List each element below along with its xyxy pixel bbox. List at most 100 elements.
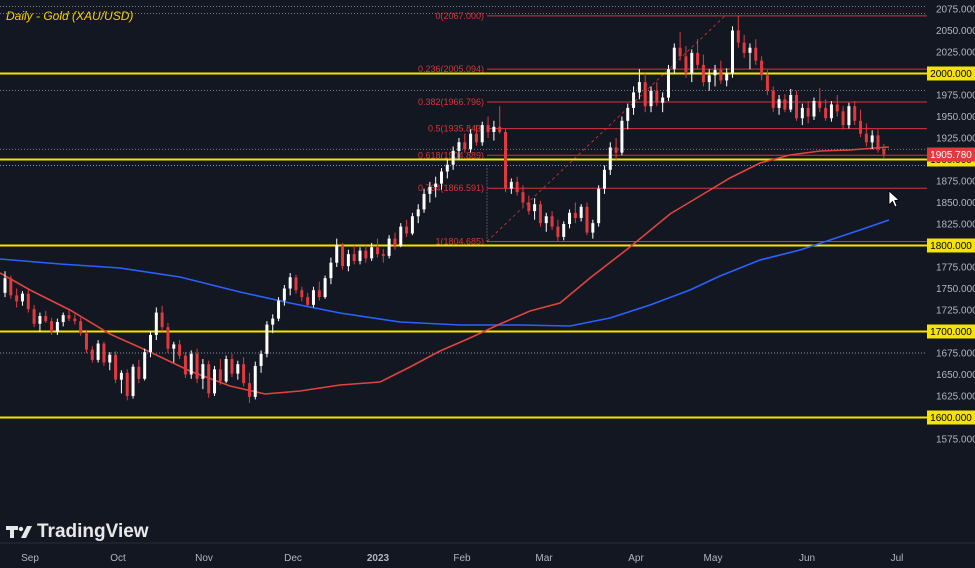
x-axis-tick-label: 2023 xyxy=(367,553,390,564)
candle-body xyxy=(486,125,490,132)
candle-body xyxy=(108,354,112,363)
candle-body xyxy=(9,278,13,296)
candle-body xyxy=(335,245,339,263)
candle-body xyxy=(125,372,129,396)
x-axis-tick-label: Jul xyxy=(891,553,904,564)
candle-body xyxy=(585,206,589,233)
candle-body xyxy=(166,327,170,349)
candle-body xyxy=(73,318,77,322)
candle-body xyxy=(480,125,484,143)
candle-body xyxy=(61,315,65,323)
candle-body xyxy=(323,278,327,298)
candle-body xyxy=(538,204,542,224)
fib-level-label: 1(1804.685) xyxy=(435,236,484,246)
candle-body xyxy=(492,126,496,132)
candle-body xyxy=(137,366,141,379)
candle-body xyxy=(119,372,123,380)
candle-body xyxy=(178,344,182,356)
candle-body xyxy=(207,364,211,394)
candle-body xyxy=(50,321,54,332)
fib-level-label: 0.236(2005.094) xyxy=(418,64,484,74)
candle-body xyxy=(498,126,502,132)
x-axis-tick-label: May xyxy=(704,553,723,564)
candle-body xyxy=(544,216,548,224)
candle-body xyxy=(859,120,863,134)
candle-body xyxy=(79,321,83,334)
key-level-badge-label: 1700.000 xyxy=(930,327,972,338)
candle-body xyxy=(573,212,577,218)
candle-body xyxy=(736,30,740,43)
candle-body xyxy=(812,101,816,117)
candle-body xyxy=(876,135,880,150)
candle-body xyxy=(102,343,106,363)
moving-average-slow-line xyxy=(0,219,890,327)
candle-body xyxy=(713,70,717,76)
x-axis-tick-label: Sep xyxy=(21,553,39,564)
candle-body xyxy=(143,352,147,379)
fib-level-label: 0.5(1935.843) xyxy=(428,124,484,134)
x-axis-tick-label: Dec xyxy=(284,553,302,564)
candle-body xyxy=(352,254,356,261)
candle-body xyxy=(96,343,100,360)
y-axis-tick-label: 1625.000 xyxy=(936,392,975,403)
candle-body xyxy=(649,90,653,107)
candle-body xyxy=(597,188,601,224)
candle-body xyxy=(149,334,152,353)
candle-body xyxy=(748,47,752,53)
candle-body xyxy=(771,90,775,108)
candle-body xyxy=(731,30,734,74)
y-axis-tick-label: 1775.000 xyxy=(936,263,975,274)
candle-body xyxy=(643,82,647,107)
candle-body xyxy=(236,364,240,374)
candle-body xyxy=(224,359,228,382)
y-axis-tick-label: 1650.000 xyxy=(936,370,975,381)
fib-level-label: 0.764(1866.591) xyxy=(418,183,484,193)
candle-body xyxy=(783,99,787,110)
candle-body xyxy=(533,204,537,212)
candle-body xyxy=(201,364,205,379)
candle-body xyxy=(387,238,391,256)
candle-body xyxy=(44,316,48,322)
key-level-badge xyxy=(927,238,975,253)
candle-body xyxy=(160,312,164,328)
x-axis-tick-label: Apr xyxy=(628,553,644,564)
candle-body xyxy=(760,60,764,76)
candle-body xyxy=(765,75,769,91)
candle-body xyxy=(265,324,269,354)
y-axis-tick-label: 1725.000 xyxy=(936,306,975,317)
y-axis-tick-label: 2075.000 xyxy=(936,5,975,16)
candle-body xyxy=(620,120,624,153)
candle-body xyxy=(15,295,19,302)
candle-body xyxy=(90,349,94,360)
candle-body xyxy=(300,290,304,298)
tradingview-logo-icon xyxy=(6,526,32,538)
candle-body xyxy=(375,247,379,255)
candle-body xyxy=(288,277,292,289)
candle-body xyxy=(707,75,711,83)
key-level-badge-label: 1800.000 xyxy=(930,241,972,252)
candle-body xyxy=(666,69,670,98)
y-axis-tick-label: 1925.000 xyxy=(936,134,975,145)
candle-body xyxy=(277,300,281,319)
candle-body xyxy=(341,245,345,267)
candle-body xyxy=(515,181,519,193)
moving-average-fast-line xyxy=(0,146,890,395)
candle-body xyxy=(393,238,397,246)
key-level-badge-label: 1600.000 xyxy=(930,413,972,424)
y-axis-tick-label: 1950.000 xyxy=(936,112,975,123)
candle-body xyxy=(416,209,420,217)
candle-body xyxy=(614,147,618,153)
mouse-cursor-icon xyxy=(888,190,900,208)
candle-body xyxy=(882,149,886,155)
fib-trend-line xyxy=(486,15,726,242)
candle-body xyxy=(789,95,793,110)
candle-body xyxy=(806,107,810,117)
candle-body xyxy=(364,250,368,259)
candle-body xyxy=(282,288,286,301)
x-axis-tick-label: Feb xyxy=(453,553,471,564)
candle-body xyxy=(591,223,595,233)
candle-body xyxy=(457,142,461,151)
key-level-badge xyxy=(927,324,975,339)
candle-body xyxy=(829,104,833,119)
